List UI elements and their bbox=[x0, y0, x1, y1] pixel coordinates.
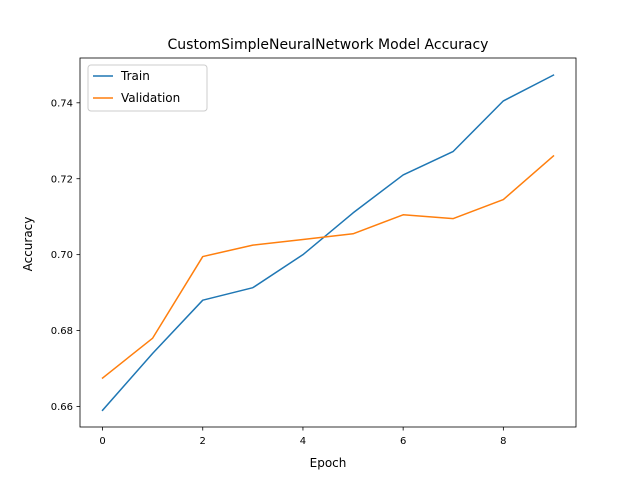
y-tick-label: 0.68 bbox=[51, 326, 73, 337]
legend-label: Validation bbox=[121, 91, 180, 105]
series-line-train bbox=[101, 74, 555, 412]
x-tick-label: 8 bbox=[500, 436, 506, 447]
x-tick-label: 6 bbox=[400, 436, 406, 447]
plot-frame bbox=[79, 57, 577, 428]
legend: Train Validation bbox=[87, 64, 208, 112]
legend-label: Train bbox=[120, 69, 150, 83]
legend-box bbox=[87, 64, 208, 112]
series-line-validation bbox=[101, 154, 555, 380]
axes: 0 2 4 6 8 0.66 0.68 0.70 0.72 0.74 bbox=[51, 57, 577, 447]
y-tick-label: 0.74 bbox=[51, 98, 73, 109]
y-tick-label: 0.72 bbox=[51, 174, 73, 185]
x-tick-label: 2 bbox=[200, 436, 206, 447]
x-tick-label: 0 bbox=[99, 436, 105, 447]
y-tick-label: 0.70 bbox=[51, 250, 73, 261]
x-tick-label: 4 bbox=[300, 436, 306, 447]
x-axis-label: Epoch bbox=[310, 456, 347, 470]
plot-area bbox=[101, 74, 555, 412]
chart-title: CustomSimpleNeuralNetwork Model Accuracy bbox=[168, 37, 489, 53]
y-tick-label: 0.66 bbox=[51, 402, 73, 413]
y-axis-label: Accuracy bbox=[21, 217, 35, 272]
